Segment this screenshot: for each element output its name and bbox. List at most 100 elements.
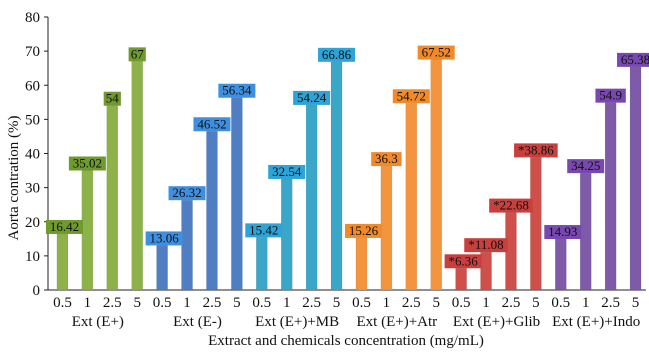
concentration-label: 0.5: [352, 295, 371, 311]
value-label-box: [489, 198, 533, 213]
bar: [430, 59, 442, 291]
y-tick-label: 10: [25, 249, 40, 265]
value-label-box: [68, 156, 106, 171]
y-tick-label: 50: [25, 112, 40, 128]
concentration-label: 1: [84, 295, 92, 311]
value-label-box: [567, 159, 605, 174]
concentration-label: 5: [333, 295, 341, 311]
y-tick-label: 0: [33, 283, 41, 299]
bar: [106, 105, 119, 291]
concentration-label: 5: [632, 295, 640, 311]
concentration-label: 2.5: [302, 295, 321, 311]
value-label-box: [318, 47, 356, 62]
bar: [455, 268, 467, 291]
value-label-box: [595, 88, 626, 103]
value-label: 26.32: [172, 185, 201, 200]
bar: [156, 245, 168, 291]
bar: [280, 178, 293, 291]
bar: [405, 103, 418, 291]
concentration-label: 2.5: [203, 295, 222, 311]
value-label: 54.9: [599, 88, 622, 103]
value-label: 13.06: [150, 230, 180, 245]
bar: [355, 237, 368, 291]
value-label: 46.52: [197, 116, 226, 131]
concentration-label: 0.5: [53, 295, 72, 311]
bar: [629, 66, 642, 291]
group-label: Ext (E+)+Glib: [453, 314, 540, 330]
y-tick-label: 20: [25, 215, 40, 231]
data-labels: 16.42 35.02 54 67 13.06 26.32 46.52 56.34 15.42 3…: [45, 45, 649, 269]
concentration-label: 0.5: [551, 295, 570, 311]
value-label: 34.25: [571, 158, 600, 173]
concentration-label: 5: [133, 295, 141, 311]
y-tick-label: 30: [25, 181, 40, 197]
concentration-label: 5: [432, 295, 440, 311]
value-label-box: [392, 89, 430, 104]
value-label: *22.68: [493, 198, 529, 213]
concentration-label: 2.5: [402, 295, 421, 311]
value-label-box: [464, 238, 508, 253]
value-label: 32.54: [272, 164, 302, 179]
bar: [56, 233, 69, 291]
value-label: 66.86: [322, 47, 352, 62]
value-label-box: [245, 223, 283, 238]
value-label-box: [145, 231, 183, 246]
bar: [206, 131, 218, 291]
bar: [480, 251, 492, 291]
value-label: 36.3: [375, 151, 398, 166]
bar: [131, 61, 143, 291]
concentration-label: 1: [482, 295, 490, 311]
y-tick-label: 40: [25, 147, 40, 163]
concentration-label: 1: [183, 295, 191, 311]
bar: [305, 104, 318, 291]
value-label-box: [45, 219, 83, 234]
y-tick-label: 80: [25, 10, 40, 26]
value-label: *11.08: [468, 237, 503, 252]
value-label-box: [617, 52, 649, 67]
y-tick-label: 60: [25, 78, 40, 94]
bar: [330, 61, 343, 291]
bar: [604, 102, 617, 291]
concentration-label: 2.5: [502, 295, 521, 311]
y-axis-title: Aorta contration (%): [6, 116, 22, 241]
x-axis-title: Extract and chemicals concentration (mg/…: [208, 333, 484, 349]
value-label: 15.42: [249, 222, 278, 237]
concentration-label: 1: [383, 295, 391, 311]
group-label: Ext (E-): [173, 314, 222, 330]
axes: [44, 16, 646, 291]
y-tick-label: 70: [25, 44, 40, 60]
bars: [56, 59, 642, 291]
value-label-box: [128, 47, 146, 62]
concentration-label: 1: [283, 295, 291, 311]
value-label-box: [193, 117, 231, 132]
bar: [81, 170, 94, 291]
bar: [380, 165, 393, 291]
value-label-box: [293, 90, 331, 105]
value-label: 67.52: [422, 45, 451, 60]
bar: [579, 172, 592, 291]
group-label: Ext (E+)+Atr: [357, 314, 438, 330]
value-label-box: [371, 152, 402, 167]
bar: [256, 237, 268, 291]
value-label: 67: [131, 46, 145, 61]
bar: [530, 157, 542, 291]
concentration-label: 0.5: [452, 295, 471, 311]
value-label-box: [218, 83, 256, 98]
bar: [555, 238, 567, 291]
value-label-box: [514, 143, 558, 158]
bar: [181, 199, 193, 291]
group-label: Ext (E+)+MB: [255, 314, 339, 330]
concentration-label: 5: [233, 295, 241, 311]
value-label: 35.02: [73, 155, 102, 170]
value-label-box: [444, 254, 482, 269]
concentration-label: 0.5: [153, 295, 172, 311]
value-label: 15.26: [349, 223, 379, 238]
value-label: 16.42: [50, 219, 79, 234]
concentration-label: 1: [582, 295, 590, 311]
value-label: 54.24: [297, 90, 327, 105]
value-label: *6.36: [449, 253, 479, 268]
concentration-label: 5: [532, 295, 540, 311]
bar: [231, 97, 243, 291]
value-label: 56.34: [222, 83, 252, 98]
